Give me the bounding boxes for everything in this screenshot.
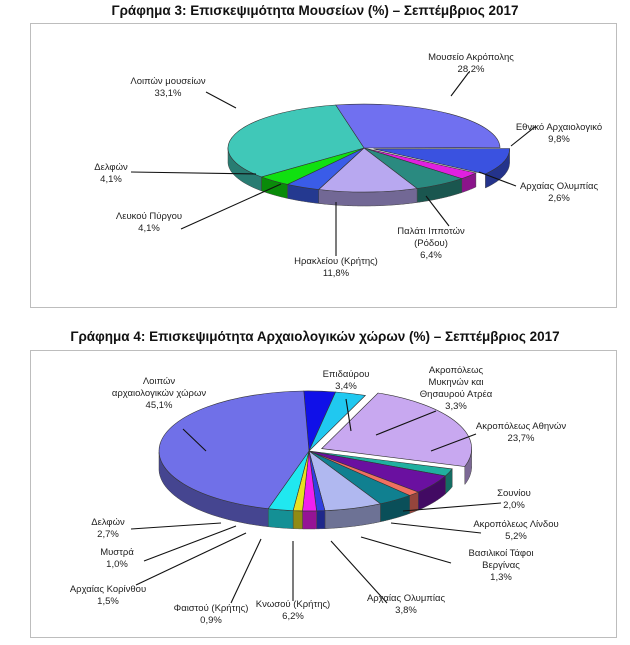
- chart-1-data-label: 9,8%: [548, 134, 570, 145]
- chart-2-leader-line: [402, 502, 502, 512]
- chart-2-slice-10-side: [292, 510, 303, 530]
- chart-1-data-label: 2,6%: [548, 193, 570, 204]
- chart-1-data-label: 28,2%: [458, 64, 485, 75]
- chart-2-data-label: Αρχαίας Κορίνθου: [70, 584, 146, 595]
- chart-2-data-label: 3,4%: [335, 381, 357, 392]
- chart-2-data-label: Μυστρά: [100, 547, 134, 558]
- chart-2-data-label: Επιδαύρου: [323, 369, 370, 380]
- chart-2-data-label: 1,0%: [106, 559, 128, 570]
- chart-1-leader-line: [205, 91, 237, 109]
- chart-2-data-label: Αρχαίας Ολυμπίας: [367, 593, 446, 604]
- chart-1-data-label: (Ρόδου): [414, 238, 448, 249]
- chart-2-slice-8-side: [316, 510, 326, 530]
- chart-2-leader-line: [345, 398, 352, 432]
- chart-1-data-label: Λοιπών μουσείων: [130, 76, 206, 87]
- chart-2-leader-line: [360, 536, 452, 564]
- chart-1-slice-7: [227, 104, 365, 178]
- chart-1-data-label: 6,4%: [420, 250, 442, 261]
- chart-1-slice-1: [373, 148, 510, 175]
- chart-2-data-label: 1,5%: [97, 596, 119, 607]
- chart-1-data-label: 4,1%: [138, 223, 160, 234]
- chart-2-leader-line: [135, 532, 247, 586]
- chart-2-slice-11-side: [267, 508, 294, 530]
- chart-2-panel: Επιδαύρου 3,4% Ακροπόλεως Μυκηνών και Θησαυρ…: [30, 350, 617, 638]
- chart-2-data-label: 2,7%: [97, 529, 119, 540]
- chart-1-leader-line: [478, 171, 517, 187]
- chart-2-data-label: Σουνίου: [497, 488, 531, 499]
- chart-2-data-label: 3,8%: [395, 605, 417, 616]
- chart-2-data-label: Ακροπόλεως Λίνδου: [473, 519, 558, 530]
- chart-2-leader-line: [143, 525, 237, 562]
- chart-1-data-label: Αρχαίας Ολυμπίας: [520, 181, 599, 192]
- chart-2-data-label: Δελφών: [91, 517, 125, 528]
- chart-2-leader-line: [182, 428, 207, 452]
- chart-2-leader-line: [230, 538, 262, 604]
- chart-2-data-label: 23,7%: [508, 433, 535, 444]
- chart-2-leader-line: [130, 522, 222, 530]
- chart-2-data-label: 45,1%: [146, 400, 173, 411]
- chart-2-data-label: Φαιστού (Κρήτης): [174, 603, 249, 614]
- chart-1-slice-0: [335, 103, 501, 149]
- chart-2-data-label: Κνωσού (Κρήτης): [256, 599, 330, 610]
- chart-2-data-label: Θησαυρού Ατρέα: [420, 389, 493, 400]
- chart-1-leader-line: [450, 71, 470, 97]
- chart-2-title: Γράφημα 4: Επισκεψιμότητα Αρχαιολογικών …: [70, 329, 560, 344]
- chart-1-data-label: Μουσείο Ακρόπολης: [428, 52, 514, 63]
- chart-2-leader-line: [390, 522, 482, 534]
- chart-2-slice-12: [158, 390, 310, 510]
- chart-1-data-label: Παλάτι Ιπποτών: [397, 226, 465, 237]
- chart-2-data-label: Ακροπόλεως Αθηνών: [476, 421, 566, 432]
- chart-2-data-label: 0,9%: [200, 615, 222, 626]
- chart-2-data-label: Ακροπόλεως: [429, 365, 484, 376]
- chart-1-data-label: Λευκού Πύργου: [116, 211, 182, 222]
- chart-1-leader-line: [180, 183, 282, 230]
- chart-1-panel: Μουσείο Ακρόπολης 28,2% Εθνικό Αρχαιολογικ…: [30, 23, 617, 308]
- chart-2-data-label: 6,2%: [282, 611, 304, 622]
- chart-2-data-label: Μυκηνών και: [429, 377, 484, 388]
- chart-1-data-label: 4,1%: [100, 174, 122, 185]
- chart-2-leader-line: [375, 410, 437, 436]
- chart-1-leader-line: [130, 171, 257, 175]
- chart-2-data-label: 1,3%: [490, 572, 512, 583]
- chart-1-data-label: 33,1%: [155, 88, 182, 99]
- chart-2-data-label: 5,2%: [505, 531, 527, 542]
- chart-1-data-label: Εθνικό Αρχαιολογικό: [516, 122, 602, 133]
- chart-2-slice-9-side: [302, 510, 317, 530]
- chart-2-data-label: 2,0%: [503, 500, 525, 511]
- chart-1-leader-line: [510, 125, 537, 147]
- chart-1-data-label: 11,8%: [323, 268, 350, 279]
- chart-1-data-label: Δελφών: [94, 162, 128, 173]
- chart-2-data-label: αρχαιολογικών χώρων: [112, 388, 206, 399]
- chart-2-leader-line: [430, 433, 477, 452]
- chart-2-data-label: Βεργίνας: [482, 560, 520, 571]
- chart-1-data-label: Ηρακλείου (Κρήτης): [294, 256, 378, 267]
- chart-2-leader-line: [330, 540, 388, 604]
- chart-2-slice-1: [308, 391, 367, 452]
- chart-2-data-label: 3,3%: [445, 401, 467, 412]
- chart-1-title: Γράφημα 3: Επισκεψιμότητα Μουσείων (%) –…: [111, 3, 519, 18]
- chart-2-data-label: Βασιλικοί Τάφοι: [469, 548, 534, 559]
- chart-1-leader-line: [425, 195, 450, 227]
- chart-1-slice-4: [318, 147, 418, 193]
- chart-2-data-label: Λοιπών: [143, 376, 176, 387]
